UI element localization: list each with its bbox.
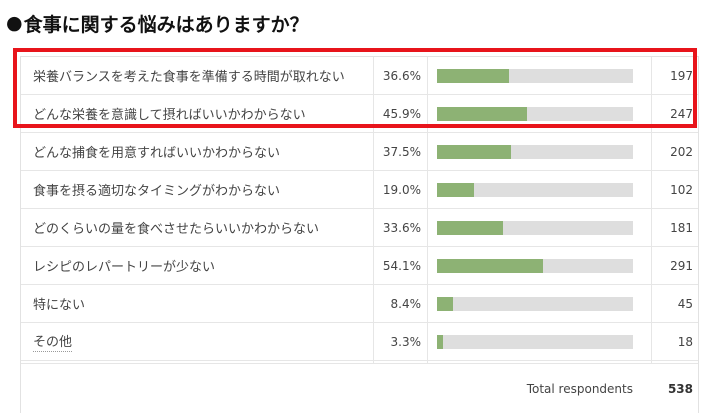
bar <box>437 182 474 197</box>
bar-track <box>437 334 633 349</box>
bar-cell <box>437 95 633 132</box>
row-label: レシピのレパートリーが少ない <box>33 247 373 284</box>
bar-cell <box>437 133 633 170</box>
row-label-text: どのくらいの量を食べさせたらいいかわからない <box>33 222 320 237</box>
row-label-text: どんな栄養を意識して摂ればいいかわからない <box>33 108 306 123</box>
row-label: どんな栄養を意識して摂ればいいかわからない <box>33 95 373 132</box>
row-count: 181 <box>670 220 693 235</box>
total-row: Total respondents 538 <box>21 363 698 414</box>
row-percent: 45.9% <box>382 106 421 121</box>
bar <box>437 258 543 273</box>
row-count: 291 <box>670 258 693 273</box>
column-divider <box>427 57 428 363</box>
table-row: その他 3.3% 18 <box>21 323 698 361</box>
row-label: どのくらいの量を食べさせたらいいかわからない <box>33 209 373 246</box>
highlight-box <box>13 48 697 128</box>
row-count: 102 <box>670 182 693 197</box>
row-percent: 33.6% <box>382 220 421 235</box>
total-respondents-value: 538 <box>667 382 693 396</box>
bar <box>437 296 453 311</box>
bullet-icon: ● <box>6 12 23 34</box>
row-label: 栄養バランスを考えた食事を準備する時間が取れない <box>33 57 373 94</box>
row-percent: 54.1% <box>382 258 421 273</box>
bar <box>437 220 503 235</box>
bar-cell <box>437 57 633 94</box>
bar <box>437 144 511 159</box>
row-count: 202 <box>670 144 693 159</box>
row-count: 45 <box>677 296 693 311</box>
row-label: 特にない <box>33 285 373 322</box>
row-count: 18 <box>677 334 693 349</box>
table-row: 特にない 8.4% 45 <box>21 285 698 323</box>
bar <box>437 106 527 121</box>
row-count: 247 <box>670 106 693 121</box>
row-label: どんな捕食を用意すればいいかわからない <box>33 133 373 170</box>
bar-track <box>437 258 633 273</box>
bar <box>437 68 509 83</box>
bar <box>437 334 443 349</box>
table-row: レシピのレパートリーが少ない 54.1% 291 <box>21 247 698 285</box>
results-table: Total respondents 538 栄養バランスを考えた食事を準備する時… <box>20 56 699 413</box>
total-respondents-label: Total respondents <box>526 382 633 396</box>
bar-track <box>437 182 633 197</box>
question-title: ● 食事に関する悩みはありますか？ <box>6 10 309 36</box>
row-label-text: 特にない <box>33 298 86 313</box>
row-percent: 8.4% <box>390 296 422 311</box>
row-label-text: 栄養バランスを考えた食事を準備する時間が取れない <box>33 70 345 85</box>
question-text: 食事に関する悩みはありますか？ <box>23 13 309 36</box>
bar-track <box>437 296 633 311</box>
bar-track <box>437 144 633 159</box>
row-count: 197 <box>670 68 693 83</box>
table-row: 食事を摂る適切なタイミングがわからない 19.0% 102 <box>21 171 698 209</box>
bar-cell <box>437 209 633 246</box>
bar-cell <box>437 247 633 284</box>
row-label: その他 <box>33 323 373 360</box>
row-label-text: レシピのレパートリーが少ない <box>33 260 216 275</box>
bar-cell <box>437 285 633 322</box>
bar-track <box>437 220 633 235</box>
column-divider <box>373 57 374 363</box>
table-row: どのくらいの量を食べさせたらいいかわからない 33.6% 181 <box>21 209 698 247</box>
row-percent: 36.6% <box>382 68 421 83</box>
bar-cell <box>437 171 633 208</box>
table-row: どんな捕食を用意すればいいかわからない 37.5% 202 <box>21 133 698 171</box>
column-divider <box>651 57 652 363</box>
bar-track <box>437 106 633 121</box>
bar-cell <box>437 323 633 360</box>
row-label-text: どんな捕食を用意すればいいかわからない <box>33 146 281 161</box>
table-row: どんな栄養を意識して摂ればいいかわからない 45.9% 247 <box>21 95 698 133</box>
row-label: 食事を摂る適切なタイミングがわからない <box>33 171 373 208</box>
row-percent: 37.5% <box>382 144 421 159</box>
row-label-text: その他 <box>33 331 73 352</box>
row-percent: 3.3% <box>390 334 422 349</box>
bar-track <box>437 68 633 83</box>
row-label-text: 食事を摂る適切なタイミングがわからない <box>33 184 281 199</box>
row-percent: 19.0% <box>382 182 421 197</box>
table-row: 栄養バランスを考えた食事を準備する時間が取れない 36.6% 197 <box>21 57 698 95</box>
